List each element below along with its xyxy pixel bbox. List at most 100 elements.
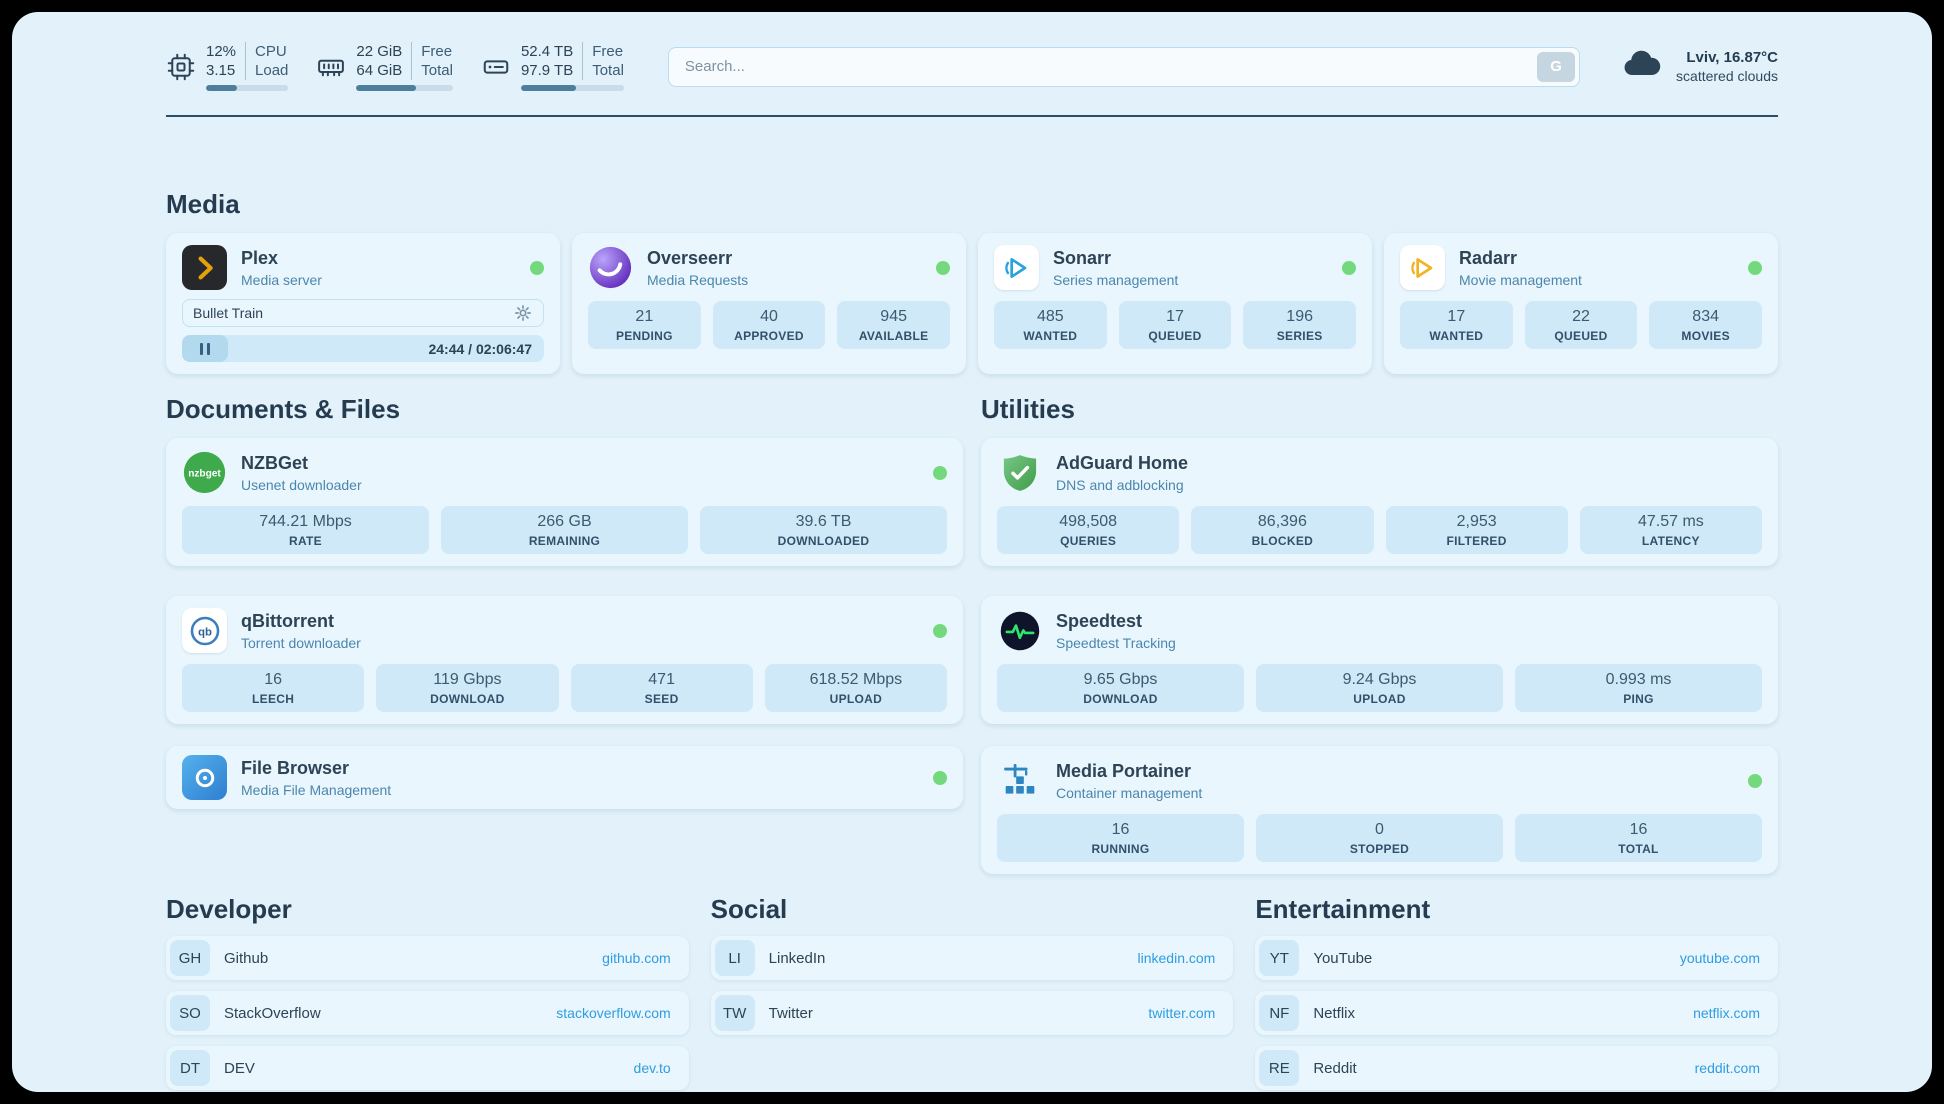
- qbittorrent-card[interactable]: qb qBittorrent Torrent downloader 16 LEE…: [166, 596, 963, 724]
- stat-label: AVAILABLE: [858, 329, 929, 343]
- app-name: Plex: [241, 247, 279, 268]
- adguard-icon: [997, 450, 1042, 495]
- stat-label: RATE: [289, 534, 322, 548]
- bookmark-netflix[interactable]: NF Netflix netflix.com: [1255, 991, 1778, 1035]
- stat-value: 834: [1692, 308, 1719, 325]
- stat-label: WANTED: [1429, 329, 1484, 343]
- bookmark-abbr: GH: [170, 940, 210, 976]
- pause-button[interactable]: [182, 335, 228, 362]
- bookmark-abbr: YT: [1259, 940, 1300, 976]
- stat-label: SEED: [644, 692, 679, 706]
- stat-value: 16: [264, 671, 283, 688]
- nzbget-icon: nzbget: [182, 450, 227, 495]
- bookmark-twitter[interactable]: TW Twitter twitter.com: [710, 991, 1234, 1035]
- disk-metric: 52.4 TB Free 97.9 TB Total: [481, 42, 624, 91]
- cpu-load-label: Load: [245, 61, 288, 80]
- search-input[interactable]: [667, 46, 1581, 87]
- sonarr-card[interactable]: Sonarr Series management 485 WANTED 17 Q…: [978, 233, 1372, 374]
- bookmark-name: LinkedIn: [768, 949, 826, 967]
- stat-tile: 47.57 ms LATENCY: [1579, 506, 1762, 554]
- stat-value: 17: [1447, 308, 1466, 325]
- stat-tile: 119 Gbps DOWNLOAD: [376, 664, 559, 712]
- stat-value: 40: [760, 308, 778, 325]
- app-name: Sonarr: [1053, 247, 1112, 268]
- top-bar: 12% CPU 3.15 Load: [166, 42, 1778, 91]
- bookmark-link: stackoverflow.com: [556, 1005, 671, 1021]
- bookmark-link: twitter.com: [1148, 1005, 1216, 1021]
- weather-condition: scattered clouds: [1676, 68, 1778, 84]
- speedtest-icon: [997, 608, 1042, 653]
- bookmark-abbr: DT: [170, 1050, 210, 1086]
- qbittorrent-icon: qb: [182, 608, 227, 653]
- stat-label: DOWNLOAD: [1083, 692, 1158, 706]
- status-dot: [933, 623, 947, 638]
- status-dot: [1748, 260, 1762, 275]
- radarr-card[interactable]: Radarr Movie management 17 WANTED 22 QUE…: [1384, 233, 1778, 374]
- stat-value: 16: [1111, 821, 1130, 838]
- plex-card[interactable]: Plex Media server Bullet Train: [166, 233, 560, 374]
- stat-label: PING: [1623, 692, 1654, 706]
- svg-text:qb: qb: [198, 626, 212, 638]
- stat-tile: 16 TOTAL: [1515, 814, 1762, 862]
- gear-icon[interactable]: [513, 303, 533, 323]
- stat-tile: 744.21 Mbps RATE: [182, 506, 429, 554]
- weather-location: Lviv, 16.87°C: [1686, 49, 1778, 66]
- adguard-card[interactable]: AdGuard Home DNS and adblocking 498,508 …: [981, 438, 1778, 566]
- media-section-title: Media: [166, 189, 240, 219]
- plex-icon: [182, 245, 227, 290]
- stat-label: UPLOAD: [829, 692, 883, 706]
- nzbget-card[interactable]: nzbget NZBGet Usenet downloader 744.21 M…: [166, 438, 963, 566]
- stat-label: PENDING: [615, 329, 673, 343]
- memory-total-label: Total: [411, 61, 453, 80]
- memory-metric: 22 GiB Free 64 GiB Total: [316, 42, 453, 91]
- stat-tile: 834 MOVIES: [1649, 301, 1762, 349]
- stat-value: 485: [1036, 308, 1064, 325]
- bookmark-youtube[interactable]: YT YouTube youtube.com: [1255, 936, 1778, 980]
- stat-label: UPLOAD: [1353, 692, 1406, 706]
- dashboard-page: 12% CPU 3.15 Load: [12, 12, 1932, 1092]
- bookmark-reddit[interactable]: RE Reddit reddit.com: [1255, 1046, 1778, 1090]
- bookmark-name: Github: [224, 949, 269, 967]
- stat-tile: 17 QUEUED: [1118, 301, 1232, 349]
- bookmark-stackoverflow[interactable]: SO StackOverflow stackoverflow.com: [166, 991, 689, 1035]
- stat-value: 0.993 ms: [1605, 671, 1672, 688]
- stat-label: WANTED: [1023, 329, 1078, 343]
- cloud-icon: [1620, 42, 1664, 91]
- stat-label: QUEUED: [1148, 329, 1202, 343]
- stat-label: SERIES: [1276, 329, 1323, 343]
- stat-tile: 618.52 Mbps UPLOAD: [764, 664, 947, 712]
- stat-value: 21: [635, 308, 654, 325]
- cpu-icon: [166, 52, 196, 82]
- bookmark-link: netflix.com: [1693, 1005, 1760, 1021]
- app-name: NZBGet: [241, 452, 308, 473]
- status-dot: [933, 770, 947, 785]
- system-metrics: 12% CPU 3.15 Load: [166, 42, 624, 91]
- search-provider-button[interactable]: G: [1537, 51, 1576, 82]
- bookmark-name: DEV: [224, 1059, 255, 1077]
- app-subtitle: DNS and adblocking: [1056, 476, 1184, 493]
- stat-value: 945: [880, 308, 907, 325]
- header-divider: [166, 115, 1778, 117]
- bookmark-linkedin[interactable]: LI LinkedIn linkedin.com: [710, 936, 1234, 980]
- portainer-card[interactable]: Media Portainer Container management 16 …: [981, 746, 1778, 874]
- svg-text:nzbget: nzbget: [188, 468, 221, 479]
- playback-progress-bar[interactable]: 24:44 / 02:06:47: [182, 335, 544, 362]
- filebrowser-card[interactable]: File Browser Media File Management: [166, 746, 963, 809]
- overseerr-card[interactable]: Overseerr Media Requests 21 PENDING 40 A…: [572, 233, 966, 374]
- social-section-title: Social: [710, 894, 788, 924]
- stat-tile: 16 LEECH: [182, 664, 365, 712]
- memory-icon: [316, 52, 346, 82]
- stat-tile: 485 WANTED: [994, 301, 1107, 349]
- app-subtitle: Series management: [1053, 271, 1179, 288]
- bookmark-abbr: TW: [714, 995, 755, 1031]
- speedtest-card[interactable]: Speedtest Speedtest Tracking 9.65 Gbps D…: [981, 596, 1778, 724]
- disk-total-label: Total: [582, 61, 624, 80]
- stat-tile: 17 WANTED: [1400, 301, 1513, 349]
- stat-value: 9.65 Gbps: [1083, 671, 1158, 688]
- disk-free-label: Free: [582, 42, 624, 61]
- app-subtitle: Media Requests: [647, 271, 749, 288]
- stat-value: 266 GB: [537, 513, 592, 530]
- bookmark-dev[interactable]: DT DEV dev.to: [166, 1046, 689, 1090]
- cpu-usage-label: CPU: [245, 42, 288, 61]
- bookmark-github[interactable]: GH Github github.com: [166, 936, 689, 980]
